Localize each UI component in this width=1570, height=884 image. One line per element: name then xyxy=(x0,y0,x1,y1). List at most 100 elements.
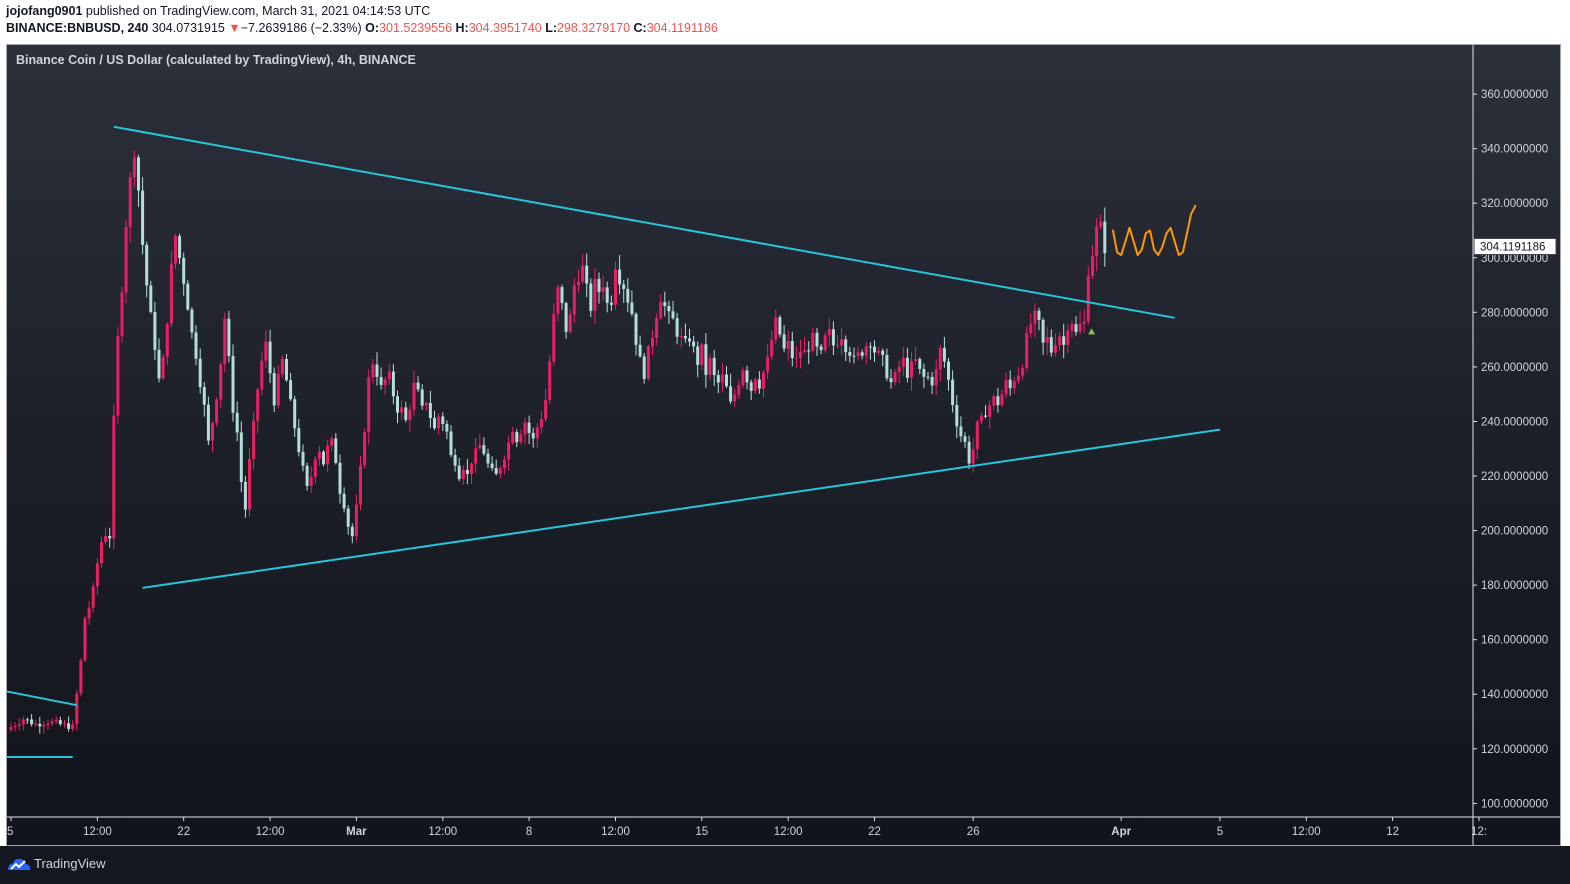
candle-body xyxy=(712,357,716,376)
close-value: 304.1191186 xyxy=(646,21,718,35)
candle-body xyxy=(87,607,91,619)
candle-body xyxy=(848,352,852,356)
candle-body xyxy=(1037,310,1041,320)
open-label: O: xyxy=(365,21,380,35)
candle-body xyxy=(449,431,453,455)
candle-body xyxy=(757,379,761,389)
candle-body xyxy=(938,347,942,370)
candle-body xyxy=(1066,330,1070,345)
candle-body xyxy=(285,359,288,381)
candle-body xyxy=(831,329,835,346)
candle-body xyxy=(1033,310,1037,324)
signal-marker xyxy=(1088,328,1096,335)
candle-body xyxy=(38,723,42,727)
high-label: H: xyxy=(455,21,469,35)
candle-body xyxy=(313,459,317,477)
candle-body xyxy=(161,356,165,379)
candle-body xyxy=(646,346,650,379)
candle-body xyxy=(474,448,478,464)
candle-body xyxy=(794,358,798,359)
last-price-tag xyxy=(1473,238,1557,255)
candle-body xyxy=(770,339,774,357)
y-tick-label: 280.0000000 xyxy=(1481,307,1548,319)
candle-body xyxy=(330,438,334,446)
candle-body xyxy=(910,361,913,378)
y-tick-label: 100.0000000 xyxy=(1481,798,1548,810)
candle-body xyxy=(1053,345,1057,353)
candle-body xyxy=(774,317,778,340)
candle-body xyxy=(486,453,490,464)
low-value: 298.3279170 xyxy=(557,21,631,35)
candle-body xyxy=(1008,379,1012,389)
candle-body xyxy=(34,723,38,725)
candle-body xyxy=(803,350,807,352)
candle-body xyxy=(408,409,412,421)
author-name[interactable]: jojofang0901 xyxy=(6,4,83,18)
candle-body xyxy=(169,263,173,324)
tradingview-logo-icon[interactable] xyxy=(6,855,32,873)
candle-body xyxy=(585,265,589,284)
candle-body xyxy=(116,336,120,416)
candle-body xyxy=(762,372,765,389)
candle-body xyxy=(198,358,202,388)
chart-frame[interactable]: 100.0000000 120.0000000 140.0000000 160.000… xyxy=(6,44,1561,846)
candle-body xyxy=(420,389,424,406)
candle-body xyxy=(572,285,576,315)
candle-body xyxy=(206,404,210,441)
x-tick-label: 12 xyxy=(1386,826,1399,838)
candle-body xyxy=(400,407,404,413)
candle-body xyxy=(1074,324,1078,332)
candle-body xyxy=(692,341,696,347)
x-tick-label: 12: xyxy=(1471,826,1487,838)
candle-body xyxy=(465,469,469,474)
candle-body xyxy=(416,382,420,390)
drawings-layer xyxy=(7,125,1221,758)
candle-body xyxy=(852,355,856,357)
candle-body xyxy=(934,369,938,386)
candle-body xyxy=(219,364,223,400)
candle-body xyxy=(864,346,868,356)
candle-body xyxy=(716,375,720,383)
candle-body xyxy=(375,364,379,377)
candle-body xyxy=(268,341,272,374)
trendline-early-upper xyxy=(7,690,77,707)
candle-body xyxy=(667,305,671,312)
candle-body xyxy=(745,370,749,383)
x-tick-label: 5 xyxy=(1217,826,1223,838)
candle-body xyxy=(25,719,29,721)
trendline-upper xyxy=(113,125,1175,319)
candle-body xyxy=(729,386,733,402)
y-tick-label: 360.0000000 xyxy=(1481,89,1548,101)
candle-body xyxy=(967,441,971,464)
candle-body xyxy=(914,359,918,361)
candle-body xyxy=(609,302,613,305)
candle-body xyxy=(996,396,1000,406)
candle-body xyxy=(1012,381,1016,389)
axes-layer: 100.0000000 120.0000000 140.0000000 160.000… xyxy=(7,45,1560,845)
tradingview-brand[interactable]: TradingView xyxy=(34,856,106,871)
candle-body xyxy=(930,376,934,386)
candle-body xyxy=(437,416,441,429)
candle-body xyxy=(371,364,375,378)
candle-body xyxy=(766,356,770,373)
candle-body xyxy=(992,396,996,406)
candle-body xyxy=(153,312,157,350)
candle-body xyxy=(272,373,276,406)
candle-body xyxy=(50,721,54,724)
candle-body xyxy=(190,309,194,333)
candle-body xyxy=(63,723,66,725)
candle-body xyxy=(301,451,305,466)
candle-body xyxy=(17,724,21,726)
candle-body xyxy=(354,504,358,537)
candle-body xyxy=(1041,320,1045,343)
candle-body xyxy=(128,177,132,227)
candle-body xyxy=(157,349,161,379)
candle-body xyxy=(535,427,539,439)
price-chart[interactable]: 100.0000000 120.0000000 140.0000000 160.000… xyxy=(7,45,1561,846)
candle-body xyxy=(618,269,622,285)
candle-body xyxy=(1070,324,1074,331)
candle-body xyxy=(889,378,893,383)
candle-body xyxy=(1058,336,1062,346)
y-tick-label: 320.0000000 xyxy=(1481,198,1548,210)
candle-body xyxy=(95,563,99,587)
